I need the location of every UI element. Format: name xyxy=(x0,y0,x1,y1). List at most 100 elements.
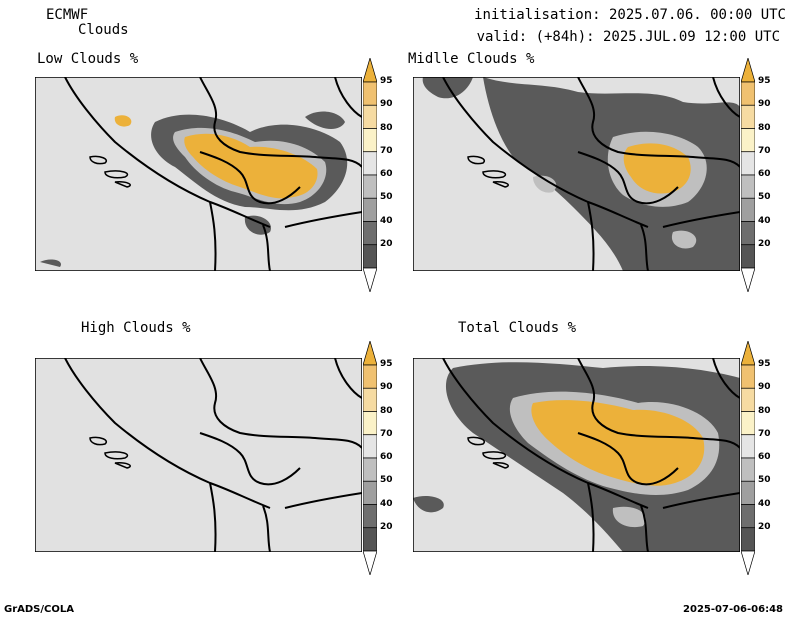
initialisation-label: initialisation: 2025.07.06. 00:00 UTC xyxy=(474,7,786,23)
colorbar-segment xyxy=(363,480,377,505)
coastlines-borders xyxy=(64,358,362,552)
islands xyxy=(467,436,509,469)
low-cloud-field xyxy=(40,111,348,267)
islands xyxy=(89,436,131,469)
colorbar-label: 95 xyxy=(758,359,771,369)
colorbar-label: 90 xyxy=(380,382,393,393)
coastlines-borders xyxy=(442,77,740,271)
colorbar-total: 95 90 80 70 60 50 40 20 xyxy=(741,341,771,575)
colorbar-segment xyxy=(363,434,377,459)
valid-label: valid: (+84h): 2025.JUL.09 12:00 UTC xyxy=(476,29,780,45)
colorbar-top-arrow xyxy=(741,341,755,366)
colorbar-label: 60 xyxy=(380,169,393,179)
footer-grads: GrADS/COLA xyxy=(4,604,74,615)
colorbar-segment xyxy=(741,221,755,246)
colorbar-segment xyxy=(741,457,755,482)
colorbar-segment xyxy=(741,434,755,459)
colorbar-label: 80 xyxy=(758,122,771,133)
map-panel-high xyxy=(35,358,362,552)
colorbar-label: 90 xyxy=(758,382,771,393)
colorbar-segment xyxy=(363,104,377,129)
colorbar-label: 50 xyxy=(758,475,771,486)
colorbar-segment xyxy=(363,387,377,412)
colorbar-label: 80 xyxy=(380,405,393,416)
colorbar-label: 80 xyxy=(758,405,771,416)
colorbar-segment xyxy=(741,387,755,412)
colorbar-label: 20 xyxy=(380,521,393,532)
colorbar-label: 40 xyxy=(380,498,393,509)
colorbar-segment xyxy=(741,81,755,106)
colorbar-segment xyxy=(363,411,377,436)
colorbar-label: 40 xyxy=(758,498,771,509)
map-panel-low xyxy=(35,77,362,271)
islands xyxy=(89,155,131,188)
panel-title-middle: Midlle Clouds % xyxy=(408,51,535,67)
colorbar-top-arrow xyxy=(363,341,377,366)
panel-title-low: Low Clouds % xyxy=(37,51,139,67)
colorbar-label: 70 xyxy=(758,145,771,156)
colorbar-low: 95 90 80 70 60 50 40 20 xyxy=(363,58,393,292)
colorbar-label: 20 xyxy=(380,238,393,249)
coastlines-borders xyxy=(442,358,740,552)
colorbar-label: 20 xyxy=(758,521,771,532)
colorbar-label: 40 xyxy=(758,215,771,226)
colorbar-svg xyxy=(363,58,377,292)
colorbar-label: 70 xyxy=(380,145,393,156)
colorbar-bottom-arrow xyxy=(741,267,755,292)
colorbar-segment xyxy=(741,480,755,505)
colorbar-top-arrow xyxy=(741,58,755,83)
colorbar-bottom-arrow xyxy=(363,550,377,575)
colorbar-label: 60 xyxy=(758,452,771,462)
colorbar-label: 60 xyxy=(758,169,771,179)
colorbar-segment xyxy=(741,151,755,176)
colorbar-svg xyxy=(741,58,755,292)
colorbar-label: 60 xyxy=(380,452,393,462)
panel-title-high: High Clouds % xyxy=(81,320,191,336)
colorbar-segment xyxy=(741,104,755,129)
colorbar-segment xyxy=(363,221,377,246)
colorbar-label: 90 xyxy=(380,99,393,110)
colorbar-segment xyxy=(741,364,755,389)
colorbar-middle: 95 90 80 70 60 50 40 20 xyxy=(741,58,771,292)
colorbar-label: 95 xyxy=(380,76,393,86)
colorbar-segment xyxy=(363,151,377,176)
colorbar-bottom-arrow xyxy=(363,267,377,292)
colorbar-label: 40 xyxy=(380,215,393,226)
colorbar-svg xyxy=(741,341,755,575)
colorbar-top-arrow xyxy=(363,58,377,83)
colorbar-label: 50 xyxy=(380,192,393,203)
colorbar-label: 50 xyxy=(380,475,393,486)
islands xyxy=(467,155,509,188)
colorbar-segment xyxy=(363,197,377,222)
colorbar-label: 80 xyxy=(380,122,393,133)
colorbar-segment xyxy=(363,364,377,389)
model-label: ECMWF xyxy=(46,7,89,23)
colorbar-label: 20 xyxy=(758,238,771,249)
colorbar-label: 70 xyxy=(380,428,393,439)
colorbar-segment xyxy=(741,411,755,436)
colorbar-segment xyxy=(363,244,377,269)
colorbar-label: 95 xyxy=(758,76,771,86)
map-panel-total xyxy=(413,358,740,552)
colorbar-label: 90 xyxy=(758,99,771,110)
colorbar-segment xyxy=(741,128,755,153)
coastlines-borders xyxy=(64,77,362,271)
colorbar-label: 95 xyxy=(380,359,393,369)
colorbar-segment xyxy=(363,504,377,529)
colorbar-segment xyxy=(363,527,377,552)
colorbar-label: 50 xyxy=(758,192,771,203)
colorbar-segment xyxy=(741,197,755,222)
colorbar-segment xyxy=(363,128,377,153)
colorbar-segment xyxy=(363,174,377,199)
high-clouds-map xyxy=(35,358,362,552)
colorbar-segment xyxy=(363,81,377,106)
colorbar-segment xyxy=(741,244,755,269)
total-clouds-map xyxy=(413,358,740,552)
middle-cloud-field xyxy=(422,77,740,271)
colorbar-segment xyxy=(741,174,755,199)
colorbar-segment xyxy=(741,527,755,552)
panel-title-total: Total Clouds % xyxy=(458,320,577,336)
total-cloud-field xyxy=(413,362,740,552)
map-panel-middle xyxy=(413,77,740,271)
colorbar-label: 70 xyxy=(758,428,771,439)
